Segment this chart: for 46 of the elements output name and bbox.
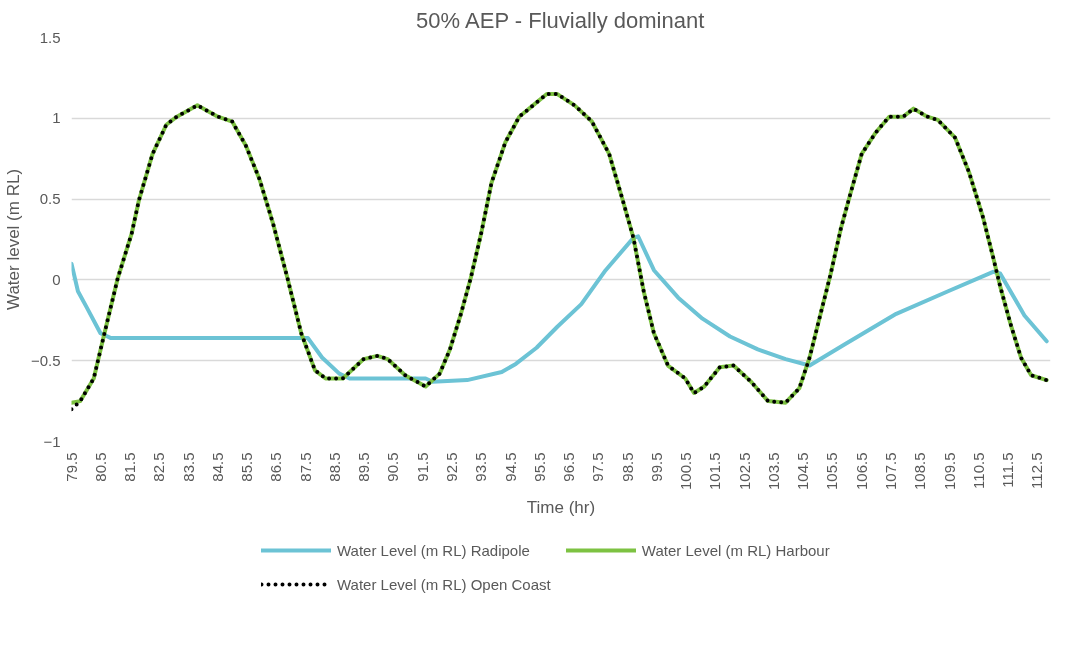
x-tick-label: 103.5 xyxy=(764,452,782,491)
x-tick-label: 101.5 xyxy=(706,452,724,491)
y-tick-label: 1.5 xyxy=(39,28,61,46)
legend-label: Water Level (m RL) Open Coast xyxy=(337,575,551,593)
x-tick-label: 89.5 xyxy=(355,452,373,482)
x-tick-label: 100.5 xyxy=(677,452,695,491)
y-tick-label: −1 xyxy=(43,432,61,450)
y-tick-label: 0.5 xyxy=(39,190,61,208)
x-tick-label: 109.5 xyxy=(940,452,958,491)
x-tick-label: 86.5 xyxy=(267,452,285,482)
x-tick-label: 98.5 xyxy=(618,452,636,482)
x-tick-label: 104.5 xyxy=(794,452,812,491)
x-tick-label: 108.5 xyxy=(911,452,929,491)
y-axis-title: Water level (m RL) xyxy=(3,168,23,311)
x-tick-label: 97.5 xyxy=(589,452,607,482)
x-tick-label: 105.5 xyxy=(823,452,841,491)
y-tick-label: 0 xyxy=(52,270,61,288)
chart-title: 50% AEP - Fluvially dominant xyxy=(416,7,705,33)
x-tick-label: 85.5 xyxy=(238,452,256,482)
x-tick-label: 90.5 xyxy=(384,452,402,482)
x-tick-label: 91.5 xyxy=(413,452,431,482)
legend-label: Water Level (m RL) Radipole xyxy=(337,541,530,559)
x-tick-label: 87.5 xyxy=(296,452,314,482)
x-tick-label: 95.5 xyxy=(530,452,548,482)
x-tick-label: 83.5 xyxy=(179,452,197,482)
x-tick-label: 79.5 xyxy=(62,452,80,482)
legend-label: Water Level (m RL) Harbour xyxy=(641,541,830,559)
x-tick-label: 96.5 xyxy=(560,452,578,482)
x-tick-label: 88.5 xyxy=(325,452,343,482)
x-tick-label: 106.5 xyxy=(852,452,870,491)
x-tick-label: 93.5 xyxy=(472,452,490,482)
y-tick-label: −0.5 xyxy=(30,351,61,369)
x-tick-label: 107.5 xyxy=(881,452,899,491)
x-tick-label: 80.5 xyxy=(91,452,109,482)
x-tick-label: 110.5 xyxy=(969,452,987,489)
x-tick-label: 82.5 xyxy=(150,452,168,482)
x-tick-label: 111.5 xyxy=(999,452,1017,488)
x-tick-label: 92.5 xyxy=(442,452,460,482)
x-tick-label: 84.5 xyxy=(208,452,226,482)
x-tick-label: 112.5 xyxy=(1028,452,1046,489)
x-tick-label: 81.5 xyxy=(121,452,139,482)
y-tick-label: 1 xyxy=(52,109,61,127)
x-axis-title: Time (hr) xyxy=(526,498,596,518)
x-tick-label: 94.5 xyxy=(501,452,519,482)
x-tick-label: 102.5 xyxy=(735,452,753,491)
x-tick-label: 99.5 xyxy=(647,452,665,482)
